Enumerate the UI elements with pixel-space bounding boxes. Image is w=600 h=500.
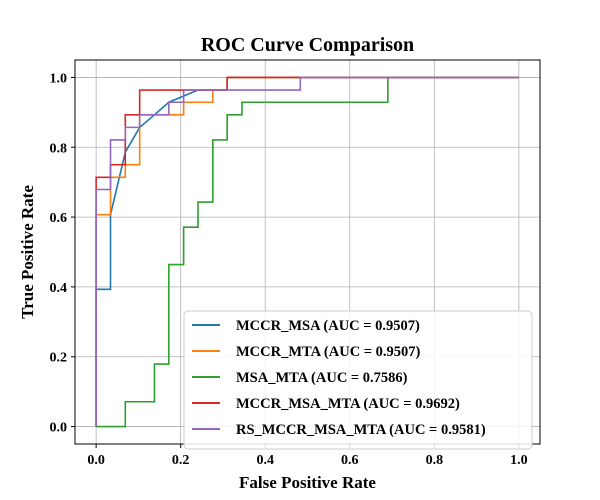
y-tick-label: 0.6 [50, 211, 68, 226]
legend-label: MCCR_MSA (AUC = 0.9507) [236, 318, 420, 334]
legend-box [183, 310, 533, 450]
x-tick-label: 0.2 [172, 453, 190, 468]
y-tick-label: 0.0 [50, 421, 68, 436]
x-tick-label: 0.0 [87, 453, 105, 468]
series-line-4 [95, 76, 519, 427]
tick-layer: 0.0 0.2 0.4 0.6 0.8 1.0 0.0 0.2 0.4 0.6 0.8 1.0 [50, 71, 528, 468]
series-line-3 [96, 76, 519, 428]
x-tick-label: 0.8 [426, 453, 444, 468]
x-tick-label: 0.6 [341, 453, 359, 468]
legend-label: RS_MCCR_MSA_MTA (AUC = 0.9581) [236, 422, 486, 438]
legend-label: MSA_MTA (AUC = 0.7586) [236, 370, 408, 386]
grid-layer [75, 60, 540, 444]
chart-title: ROC Curve Comparison [201, 34, 414, 56]
y-tick-label: 0.2 [50, 351, 68, 366]
x-axis-label: False Positive Rate [239, 473, 376, 492]
legend-label: MCCR_MTA (AUC = 0.9507) [236, 344, 421, 360]
series-line-5 [95, 76, 519, 427]
series-layer [95, 76, 519, 428]
y-tick-label: 0.8 [50, 141, 68, 156]
legend-label: MCCR_MSA_MTA (AUC = 0.9692) [236, 396, 460, 412]
legend: MCCR_MSA (AUC = 0.9507) MCCR_MTA (AUC = 0… [183, 310, 533, 450]
y-axis-label: True Positive Rate [18, 185, 37, 319]
y-tick-label: 1.0 [50, 71, 68, 86]
x-tick-label: 1.0 [510, 453, 528, 468]
y-tick-label: 0.4 [50, 281, 68, 296]
x-tick-label: 0.4 [256, 453, 274, 468]
